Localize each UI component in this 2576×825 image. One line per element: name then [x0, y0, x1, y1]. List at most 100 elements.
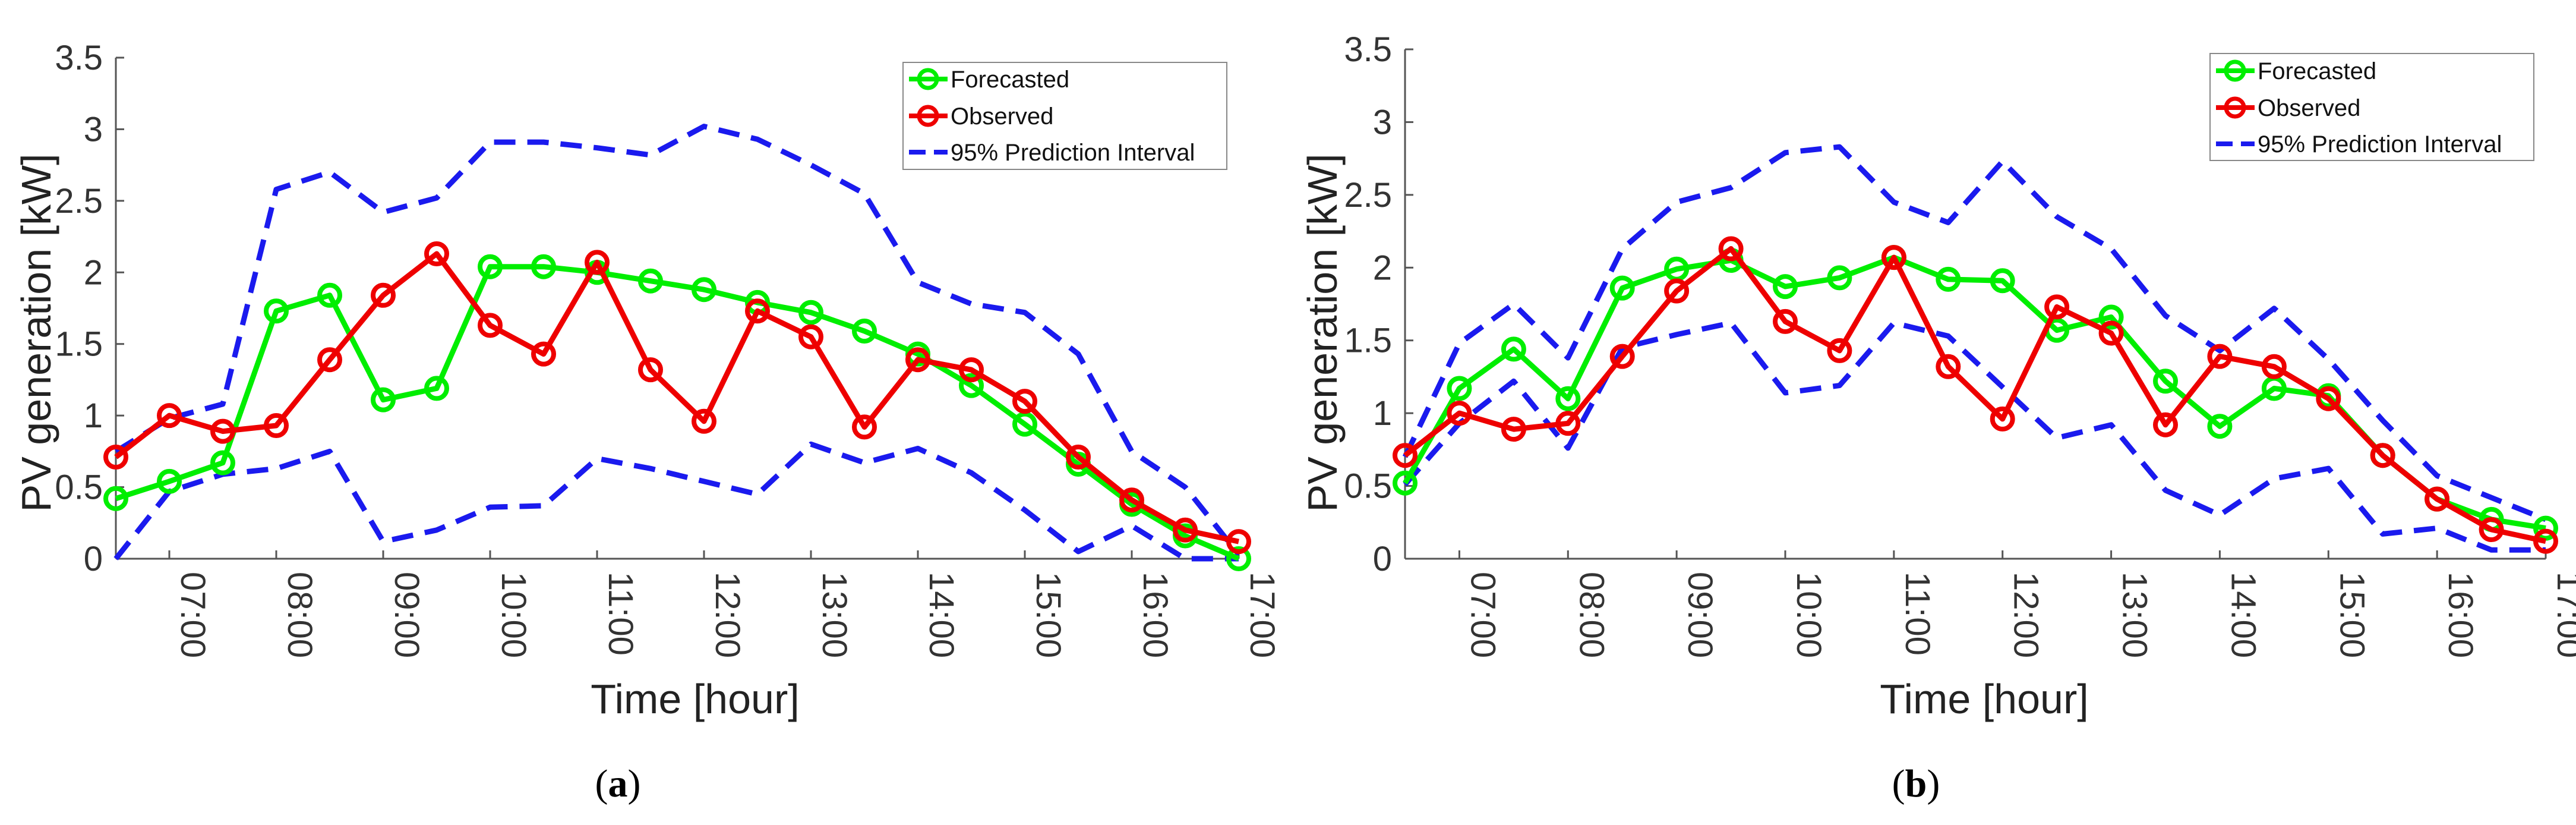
panel-b-forecasted-point [1393, 470, 1418, 496]
panel-b-xtick-label: 08:00 [1572, 572, 1611, 658]
panel-a-forecasted-point [852, 319, 877, 344]
panel-b-observed-point [1447, 401, 1472, 426]
panel-a-95-prediction-interval-upper-line [114, 124, 1241, 556]
panel-b-forecasted-point [1447, 376, 1472, 401]
panel-a-observed-point [371, 282, 396, 308]
panel-a-ytick-label: 3 [84, 110, 103, 149]
panel-b-95-prediction-interval-lower-line [1403, 320, 2546, 553]
panel-a-observed-point [157, 403, 182, 429]
panel-b-forecasted-point [1827, 265, 1852, 291]
panel-b-legend-observed-marker [2224, 96, 2246, 119]
panel-b-forecasted-point [1773, 274, 1798, 300]
panel-b-forecasted-point [2207, 414, 2233, 439]
panel-b-observed-point [1393, 443, 1418, 468]
panel-a-observed-point [264, 413, 289, 438]
panel-b-ylabel: PV generation [kW] [1299, 153, 1346, 512]
panel-a-xtick-label: 09:00 [387, 572, 426, 658]
panel-b-observed-point [1718, 236, 1744, 262]
panel-a-ytick-label: 1.5 [55, 325, 103, 364]
panel-a-observed-point [959, 357, 984, 383]
panel-a-ytick-label: 2.5 [55, 182, 103, 221]
panel-a-95-prediction-interval-lower-line [113, 441, 1239, 562]
panel-b-forecasted-point [1501, 336, 1526, 362]
panel-b-observed-line [1403, 246, 2546, 544]
panel-a-ytick-label: 1 [84, 396, 103, 435]
panel-a-forecasted-point [371, 387, 396, 413]
panel-b-xtick-label: 09:00 [1681, 572, 1719, 658]
panel-b-axes: 0 0.5 1 1.5 2 2.5 3 3.5 07:00 08:00 09:00 10:00 11:0… [1344, 30, 2576, 658]
panel-b-ytick-label: 1.5 [1344, 322, 1392, 360]
panel-b-xtick-label: 07:00 [1463, 572, 1502, 658]
panel-b-forecasted-point [1936, 266, 1961, 292]
panel-b-observed-point [1609, 344, 1635, 369]
panel-b-forecasted-point [1990, 268, 2015, 294]
panel-a-axes: 0 0.5 1 1.5 2 2.5 3 3.5 07:00 08:00 09:00 10:00 11:0… [55, 39, 1281, 658]
panel-a-ytick-label: 0 [84, 540, 103, 578]
panel-b-forecasted-point [1609, 275, 1635, 301]
panel-b-forecasted-point [2153, 369, 2178, 394]
panel-b-observed-point [1881, 245, 1906, 270]
panel-b-forecasted-point [2533, 515, 2558, 541]
panel-a-caption: (a) [595, 762, 641, 805]
panel-a-xtick-label: 14:00 [922, 572, 961, 658]
panel-a-xtick-label: 16:00 [1136, 572, 1175, 658]
panel-b-observed-point [2479, 517, 2504, 542]
panel-a-observed-point [478, 313, 503, 338]
panel-b-observed-point [1501, 417, 1526, 442]
panel-b-ytick-label: 1 [1373, 394, 1392, 433]
panel-a-legend-forecasted-marker [917, 68, 939, 90]
panel-a-xtick-label: 15:00 [1029, 572, 1068, 658]
panel-a-xtick-label: 17:00 [1243, 572, 1281, 658]
panel-a-xtick-label: 07:00 [173, 572, 212, 658]
panel-b-legend-box [2209, 53, 2534, 161]
panel-b-ytick-label: 2.5 [1344, 176, 1392, 215]
panel-a-observed-point [103, 445, 128, 470]
panel-b-observed-point [2316, 386, 2341, 411]
panel-b-xtick-label: 14:00 [2224, 572, 2262, 658]
panel-a-forecasted-point [638, 268, 663, 294]
panel-a-forecasted-point [103, 486, 128, 511]
panel-a-legend-box [902, 62, 1227, 170]
panel-b-xtick-label: 17:00 [2550, 572, 2576, 658]
panel-a-observed-point [905, 347, 930, 373]
panel-a-forecasted-point [798, 300, 823, 325]
panel-a-observed-point [1173, 517, 1198, 543]
panel-a-observed-point [210, 418, 235, 444]
panel-a-observed-point [317, 347, 342, 373]
panel-a-forecasted-point [478, 254, 503, 279]
panel-a-observed-point [1012, 389, 1037, 414]
panel-b-xtick-label: 11:00 [1898, 572, 1937, 656]
panel-b-observed-point [1827, 338, 1852, 363]
panel-a-legend: Forecasted Observed 95% Prediction Inter… [902, 62, 1227, 170]
panel-a-observed-point [798, 324, 823, 349]
panel-b-legend-forecasted: Forecasted [2258, 58, 2376, 84]
panel-a-observed-point [1226, 529, 1251, 555]
panel-b-observed-point [2098, 320, 2124, 346]
panel-b-observed-point [1664, 278, 1690, 304]
panel-a-series [103, 124, 1251, 571]
panel-b-observed-point [2425, 486, 2450, 512]
panel-b-xtick-label: 16:00 [2441, 572, 2480, 658]
panel-a-observed-point [531, 341, 556, 367]
panel-a-legend-observed: Observed [951, 103, 1053, 130]
panel-b-ytick-label: 0.5 [1344, 467, 1392, 506]
panel-b-xlabel: Time [hour] [1880, 676, 2088, 722]
panel-a-forecasted-point [692, 277, 716, 303]
panel-a-xtick-label: 12:00 [708, 572, 747, 658]
panel-a: 0 0.5 1 1.5 2 2.5 3 3.5 07:00 08:00 09:00 10:00 11:0… [13, 39, 1281, 805]
panel-b-xtick-label: 15:00 [2332, 572, 2371, 658]
panel-a-forecasted-point [1226, 546, 1251, 571]
panel-a-observed-point [638, 357, 663, 383]
panel-b: 0 0.5 1 1.5 2 2.5 3 3.5 07:00 08:00 09:00 10:00 11:0… [1299, 30, 2576, 805]
panel-b-observed-point [2153, 412, 2178, 437]
panel-b-observed-point [2207, 344, 2233, 369]
panel-a-forecasted-point [531, 254, 556, 279]
panel-b-ytick-label: 0 [1373, 540, 1392, 578]
panel-b-xtick-label: 13:00 [2116, 572, 2154, 658]
panel-a-xtick-label: 10:00 [494, 572, 533, 658]
panel-b-95-prediction-interval-upper-line [1402, 144, 2547, 522]
panel-a-xtick-label: 11:00 [601, 572, 640, 656]
panel-a-ytick-label: 3.5 [55, 39, 103, 77]
